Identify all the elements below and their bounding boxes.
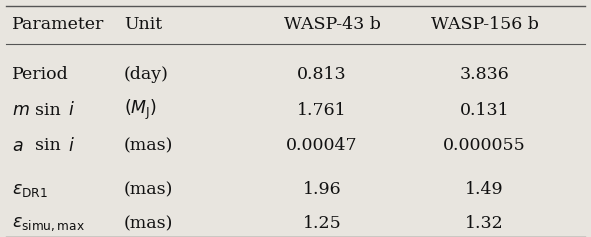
Text: sin: sin — [35, 102, 61, 119]
Text: (mas): (mas) — [124, 137, 174, 154]
Text: $i$: $i$ — [68, 101, 74, 119]
Text: 3.836: 3.836 — [460, 66, 509, 83]
Text: $i$: $i$ — [68, 137, 74, 155]
Text: $\varepsilon_{\mathrm{DR1}}$: $\varepsilon_{\mathrm{DR1}}$ — [12, 181, 48, 199]
Text: $m$: $m$ — [12, 101, 30, 119]
Text: $(M_\mathrm{J})$: $(M_\mathrm{J})$ — [124, 98, 157, 122]
Text: $\varepsilon_{\mathrm{simu,max}}$: $\varepsilon_{\mathrm{simu,max}}$ — [12, 215, 85, 233]
Text: 0.000055: 0.000055 — [443, 137, 526, 154]
Text: (day): (day) — [124, 66, 169, 83]
Text: 1.32: 1.32 — [465, 215, 504, 232]
Text: (mas): (mas) — [124, 181, 174, 198]
Text: 1.761: 1.761 — [297, 102, 347, 119]
Text: WASP-43 b: WASP-43 b — [284, 16, 381, 33]
Text: 1.96: 1.96 — [303, 181, 342, 198]
Text: sin: sin — [35, 137, 61, 154]
Text: 1.25: 1.25 — [303, 215, 342, 232]
Text: Parameter: Parameter — [12, 16, 104, 33]
Text: 0.00047: 0.00047 — [286, 137, 358, 154]
Text: 0.813: 0.813 — [297, 66, 347, 83]
Text: 0.131: 0.131 — [460, 102, 509, 119]
Text: Period: Period — [12, 66, 69, 83]
Text: 1.49: 1.49 — [465, 181, 504, 198]
Text: WASP-156 b: WASP-156 b — [431, 16, 540, 33]
Text: (mas): (mas) — [124, 215, 174, 232]
Text: $a$: $a$ — [12, 137, 23, 155]
Text: Unit: Unit — [124, 16, 163, 33]
